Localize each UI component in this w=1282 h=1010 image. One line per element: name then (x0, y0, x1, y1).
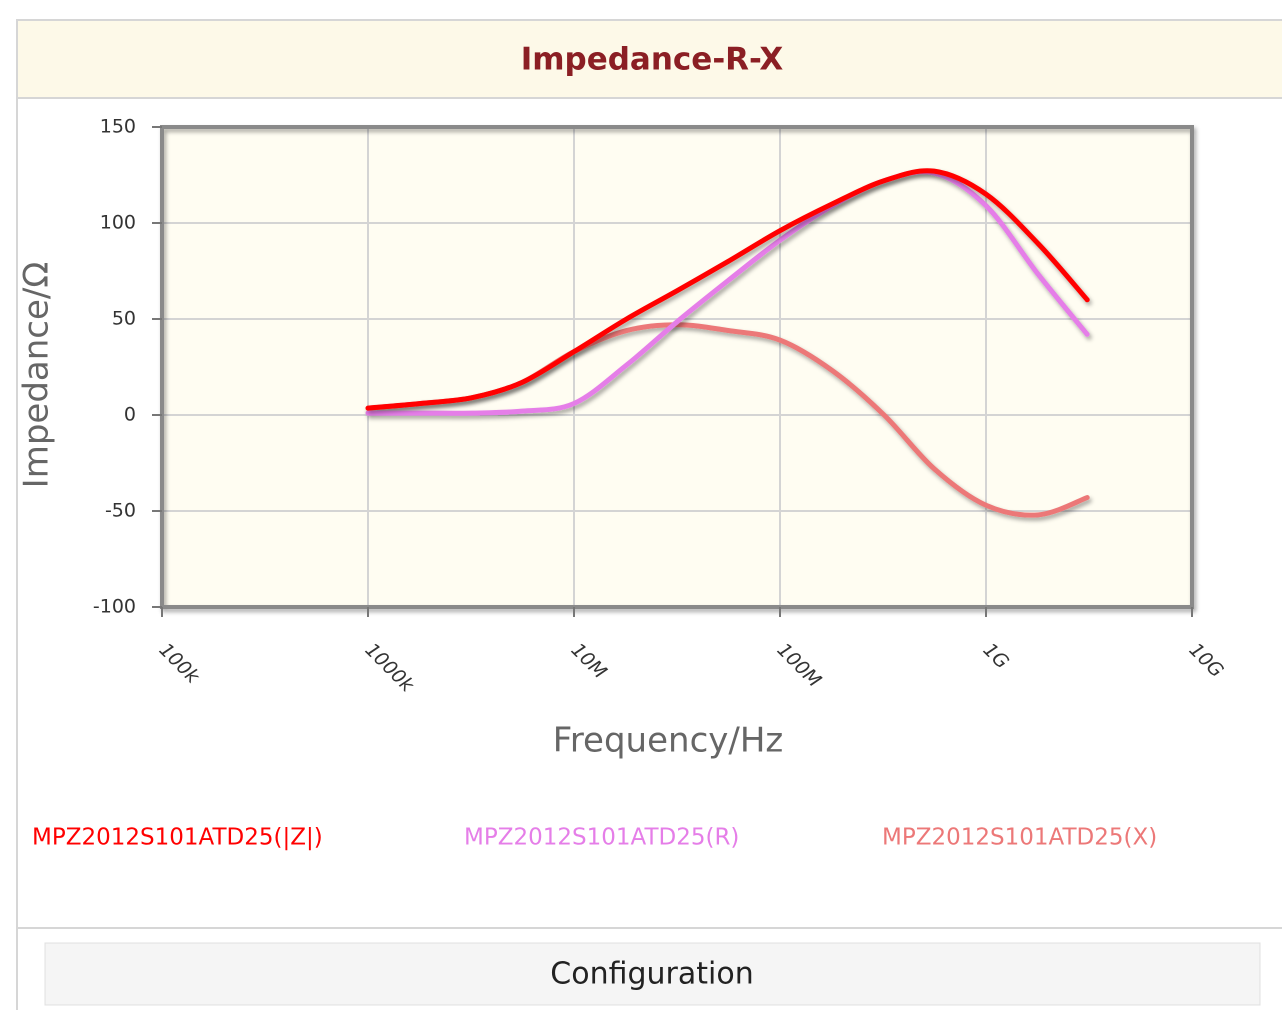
y-tick-label: 150 (100, 116, 136, 138)
plot-area (162, 127, 1192, 607)
y-tick-label: -50 (105, 500, 136, 522)
x-axis-label: Frequency/Hz (553, 721, 784, 761)
configuration-button[interactable] (44, 942, 1261, 1006)
series-line (365, 169, 1090, 416)
y-tick-label: 50 (112, 308, 136, 330)
button-label[interactable]: Configuration (550, 957, 753, 992)
plot-border (160, 125, 1194, 609)
legend-entry: MPZ2012S101ATD25(|Z|) (32, 825, 323, 851)
legend-entry: MPZ2012S101ATD25(R) (464, 825, 739, 851)
chart-title: Impedance-R-X (521, 42, 784, 78)
header (18, 21, 1282, 98)
legend-entry: MPZ2012S101ATD25(X) (882, 825, 1157, 851)
y-tick-label: 100 (100, 212, 136, 234)
y-tick-label: 0 (124, 404, 136, 426)
y-axis-label: Impedance/Ω (17, 262, 57, 489)
series-line (365, 168, 1090, 411)
y-tick-label: -100 (93, 596, 136, 618)
